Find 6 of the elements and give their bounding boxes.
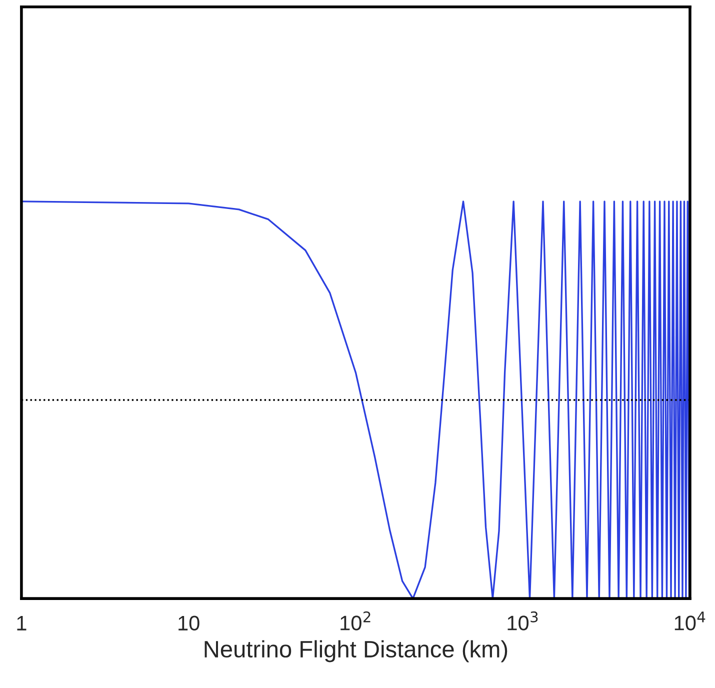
x-tick-label: 1 <box>17 616 26 630</box>
x-tick-label: 10$^{4}$ <box>674 612 706 630</box>
x-tick-label: 10 <box>178 616 200 631</box>
x-tick-label: 10$^{3}$ <box>508 611 538 630</box>
x-axis-title: Neutrino Flight Distance (km) <box>204 640 508 662</box>
x-tick-label: 10$^{2}$ <box>340 611 370 630</box>
